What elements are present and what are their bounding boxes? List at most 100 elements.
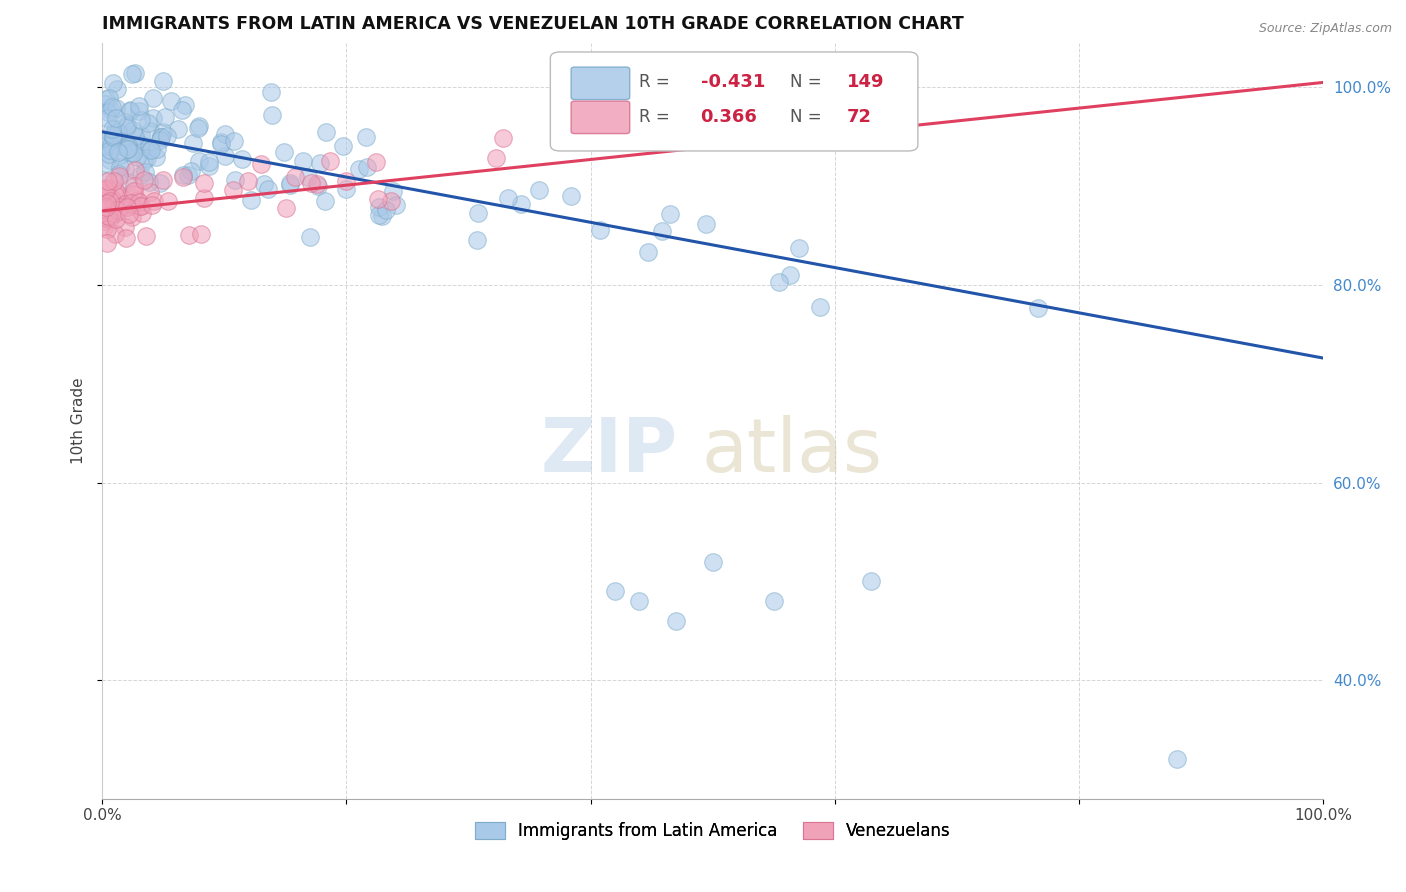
Point (637, 244, 659, 259)
Point (485, 151, 508, 165)
Point (93, 202, 115, 216)
Point (860, 574, 883, 589)
Point (93, 219, 115, 234)
Point (115, 140, 138, 154)
Point (122, 145, 145, 160)
Point (128, 104, 150, 119)
Point (284, 169, 307, 184)
Point (98, 133, 121, 147)
Point (115, 231, 138, 245)
Point (97, 146, 120, 161)
Point (141, 198, 163, 212)
Point (128, 99, 150, 113)
Point (142, 90, 165, 104)
Point (278, 178, 301, 192)
Point (117, 139, 139, 153)
Point (108, 160, 131, 174)
Point (128, 138, 150, 153)
Point (139, 143, 162, 157)
Point (120, 196, 142, 211)
Point (138, 185, 160, 199)
Point (104, 227, 127, 242)
Point (124, 162, 146, 177)
Point (105, 81, 128, 95)
Point (510, 196, 533, 211)
Point (260, 107, 283, 121)
Point (335, 182, 357, 196)
Point (100, 204, 122, 219)
FancyBboxPatch shape (571, 101, 630, 134)
Point (209, 136, 232, 151)
Point (315, 125, 337, 139)
Point (108, 200, 131, 214)
Point (122, 146, 145, 161)
Point (129, 112, 152, 127)
Point (94, 183, 117, 197)
Point (114, 219, 136, 234)
Point (380, 194, 402, 208)
Point (190, 227, 212, 241)
FancyBboxPatch shape (571, 67, 630, 100)
Point (104, 182, 127, 196)
Point (628, 594, 651, 608)
Point (197, 159, 219, 173)
Point (117, 118, 139, 132)
Point (122, 178, 145, 193)
Text: -0.431: -0.431 (700, 73, 765, 91)
Point (603, 584, 626, 599)
Text: N =: N = (790, 73, 821, 91)
Text: 72: 72 (846, 108, 872, 126)
Point (560, 188, 582, 202)
Point (347, 162, 370, 177)
Point (332, 138, 354, 153)
Point (105, 133, 128, 147)
Point (138, 175, 160, 189)
Text: N =: N = (790, 108, 821, 126)
Point (129, 168, 152, 182)
Point (150, 130, 173, 145)
Point (492, 131, 515, 145)
Point (146, 142, 169, 156)
Point (193, 191, 215, 205)
Point (94, 156, 117, 170)
Point (93, 137, 115, 152)
Point (152, 74, 174, 88)
Point (100, 138, 122, 153)
Point (139, 124, 162, 138)
Point (181, 136, 204, 150)
Point (808, 300, 831, 314)
Point (214, 149, 236, 163)
Point (104, 206, 127, 220)
Point (124, 129, 146, 144)
Point (101, 76, 124, 90)
Text: 149: 149 (846, 73, 884, 91)
Point (152, 125, 174, 139)
Point (96, 235, 118, 250)
Point (496, 191, 519, 205)
Point (107, 187, 129, 202)
Point (124, 66, 146, 80)
Point (309, 155, 332, 169)
Point (356, 160, 378, 174)
Point (172, 169, 194, 183)
Point (134, 165, 156, 179)
Point (382, 185, 405, 199)
Point (120, 104, 142, 119)
Point (368, 208, 391, 222)
Point (115, 200, 138, 214)
Point (335, 174, 357, 188)
Point (367, 201, 389, 215)
Point (135, 228, 157, 243)
Point (172, 170, 194, 185)
Point (138, 141, 160, 155)
Text: R =: R = (640, 108, 671, 126)
Point (299, 176, 322, 190)
Point (170, 103, 193, 118)
Point (129, 199, 152, 213)
Point (239, 193, 262, 207)
Point (142, 111, 165, 125)
Point (307, 178, 329, 192)
Point (114, 136, 136, 150)
Point (93, 182, 115, 196)
Point (107, 125, 129, 139)
